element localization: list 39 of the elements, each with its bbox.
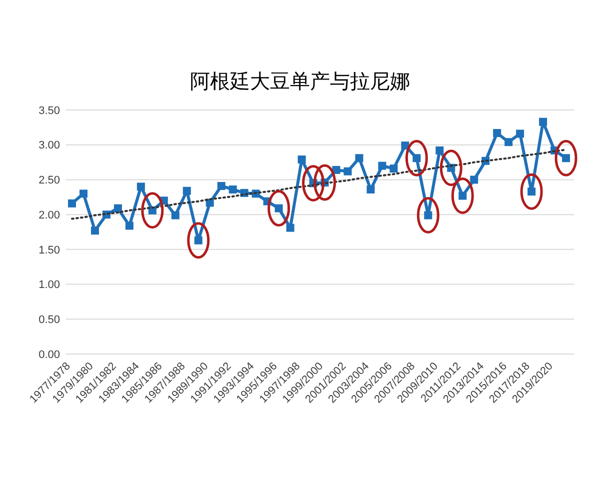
point <box>355 154 364 162</box>
point <box>562 154 570 162</box>
point <box>217 182 226 190</box>
point <box>436 146 444 154</box>
point <box>401 142 410 150</box>
point <box>90 226 99 235</box>
point <box>194 236 202 244</box>
point <box>504 138 513 146</box>
point <box>298 155 306 164</box>
point <box>539 118 548 126</box>
point <box>528 188 536 196</box>
point <box>171 211 180 220</box>
point <box>458 192 467 200</box>
point <box>68 199 76 208</box>
point <box>344 167 352 176</box>
point <box>79 190 88 198</box>
y-tick-label: 3.00 <box>38 140 60 152</box>
y-tick-label: 1.00 <box>38 279 60 292</box>
point <box>412 154 421 162</box>
y-tick-label: 2.00 <box>38 209 60 222</box>
point <box>390 164 398 173</box>
y-tick-label: 0.50 <box>38 314 60 326</box>
point <box>182 186 191 195</box>
chart-title: 阿根廷大豆单产与拉尼娜 <box>190 69 410 93</box>
y-tick-label: 0.00 <box>38 348 60 361</box>
y-tick-label: 1.50 <box>38 244 60 256</box>
y-tick-label: 2.50 <box>38 174 60 187</box>
point <box>493 129 502 138</box>
point <box>286 224 294 232</box>
point <box>274 204 283 212</box>
point <box>228 185 237 194</box>
point <box>378 162 386 170</box>
point <box>136 182 145 191</box>
point <box>424 211 432 220</box>
point <box>366 185 375 194</box>
point <box>125 222 134 230</box>
point <box>516 130 524 138</box>
y-tick-label: 3.50 <box>38 104 60 117</box>
point <box>470 176 478 184</box>
